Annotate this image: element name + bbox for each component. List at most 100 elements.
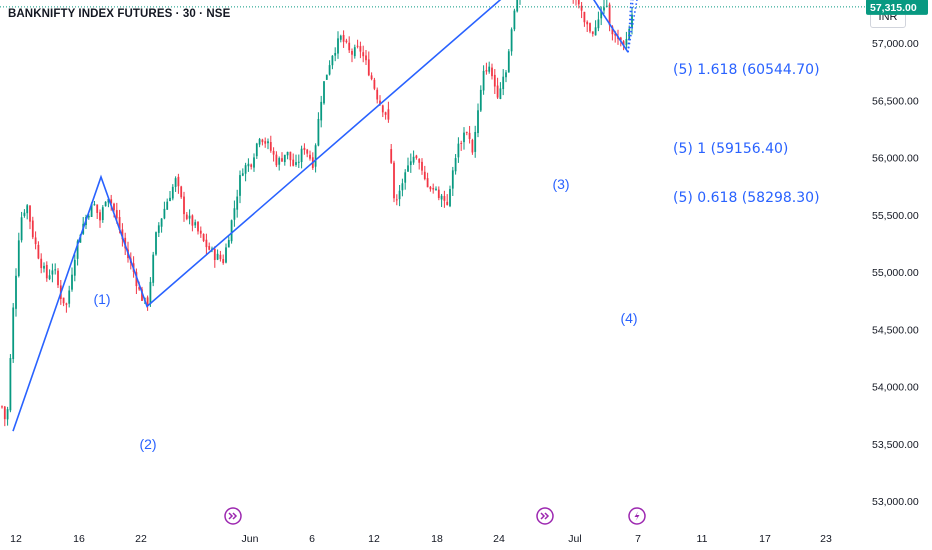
candle-body: [23, 212, 26, 216]
candle-body: [208, 246, 211, 250]
candle-body: [482, 70, 485, 91]
candle-body: [283, 154, 286, 163]
candle-body: [149, 281, 152, 304]
candle-body: [317, 118, 320, 146]
candle-body: [160, 218, 163, 227]
candle-body: [446, 201, 449, 205]
candle-body: [359, 46, 362, 52]
dividend-arrow-icon[interactable]: [536, 507, 554, 525]
candle-body: [306, 149, 309, 154]
candle-body: [479, 89, 482, 111]
candle-body: [26, 205, 29, 214]
y-tick-label: 53,000.00: [872, 496, 919, 508]
candle-body: [197, 222, 199, 232]
candle-body: [334, 52, 337, 56]
candle-body: [594, 27, 597, 36]
candle-body: [348, 42, 351, 51]
candle-body: [393, 162, 395, 199]
chart-title: BANKNIFTY INDEX FUTURES · 30 · NSE: [8, 8, 231, 20]
candle-body: [166, 201, 169, 210]
candle-body: [426, 178, 429, 188]
candle-body: [580, 5, 583, 11]
candle-body: [351, 50, 353, 55]
dividend-arrow-icon[interactable]: [224, 507, 242, 525]
candle-body: [239, 175, 241, 196]
candle-body: [255, 143, 258, 157]
wave-label: (1): [93, 291, 110, 307]
candle-body: [37, 244, 40, 259]
candle-body: [614, 33, 617, 36]
candle-body: [87, 215, 90, 218]
elliott-wave-line: [12, 0, 629, 432]
candle-body: [233, 208, 236, 220]
candle-body: [423, 171, 426, 180]
candle-body: [583, 11, 586, 23]
candle-body: [381, 105, 384, 113]
candle-body: [250, 164, 253, 167]
candle-body: [589, 23, 591, 32]
candle-body: [62, 297, 65, 304]
candle-body: [241, 173, 244, 176]
candle-body: [115, 210, 118, 219]
candle-body: [451, 170, 454, 189]
candle-body: [516, 0, 519, 12]
candle-body: [628, 28, 631, 41]
candle-body: [146, 297, 149, 305]
candle-body: [365, 55, 367, 61]
candle-body: [443, 196, 446, 201]
x-tick-label: 12: [10, 533, 22, 545]
candle-body: [373, 79, 376, 89]
candle-body: [603, 7, 605, 11]
candle-body: [104, 201, 107, 207]
candle-body: [401, 183, 404, 191]
candle-body: [29, 205, 31, 222]
candle-body: [485, 70, 488, 72]
candle-body: [412, 156, 415, 163]
x-tick-label: 16: [73, 533, 85, 545]
candle-body: [625, 39, 628, 46]
candle-body: [258, 139, 261, 145]
x-tick-label: 23: [820, 533, 832, 545]
candle-body: [507, 51, 510, 73]
candle-body: [591, 31, 594, 34]
candle-body: [135, 272, 138, 287]
candle-body: [432, 188, 435, 190]
y-tick-label: 57,000.00: [872, 38, 919, 50]
candle-body: [71, 274, 73, 290]
last-price-tag: [866, 0, 928, 15]
candle-body: [608, 4, 611, 26]
candle-body: [342, 35, 345, 42]
candle-body: [437, 189, 440, 199]
candle-body: [40, 258, 43, 269]
candle-body: [118, 217, 121, 231]
candle-body: [17, 240, 20, 276]
flash-icon[interactable]: [628, 507, 646, 525]
candle-body: [247, 163, 250, 167]
x-tick-label: 17: [759, 533, 771, 545]
wave-label: (3): [552, 176, 569, 192]
candle-body: [216, 253, 219, 260]
candle-body: [194, 222, 197, 226]
candle-body: [510, 29, 513, 52]
candle-body: [68, 290, 71, 304]
candle-body: [101, 207, 104, 220]
candle-body: [600, 10, 603, 19]
candle-body: [227, 240, 230, 248]
candle-body: [225, 247, 227, 263]
candle-body: [586, 21, 589, 25]
candle-body: [177, 176, 180, 187]
candle-body: [253, 157, 255, 168]
candle-body: [496, 85, 499, 98]
candle-body: [502, 76, 505, 90]
candle-body: [345, 40, 348, 43]
candle-body: [328, 65, 331, 75]
candle-body: [180, 186, 183, 198]
candle-body: [398, 190, 401, 200]
candle-body: [157, 225, 160, 233]
candle-body: [631, 14, 633, 28]
candle-body: [418, 159, 421, 163]
candle-body: [51, 270, 54, 275]
candle-body: [286, 151, 289, 156]
candle-body: [171, 186, 174, 199]
